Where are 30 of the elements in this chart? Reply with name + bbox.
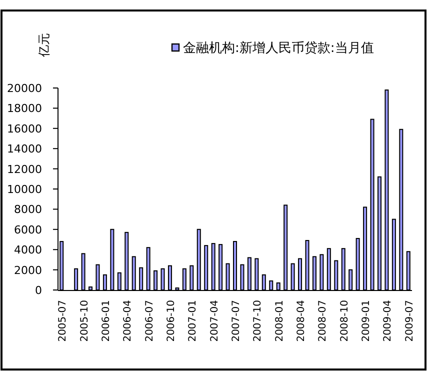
x-tick-label: 2007-07 [231, 300, 242, 342]
y-tick-label: 10000 [7, 183, 42, 196]
x-tick-label: 2006-01 [100, 300, 112, 342]
y-tick-label: 0 [35, 284, 42, 297]
y-tick-label: 4000 [14, 244, 42, 257]
y-tick-label: 16000 [7, 122, 42, 136]
x-tick-label: 2005-07 [58, 300, 69, 342]
y-tick-label: 20000 [7, 82, 42, 95]
x-tick-label: 2007-04 [209, 300, 220, 342]
y-tick-label: 2000 [14, 264, 42, 277]
x-tick-label: 2005-10 [79, 300, 90, 342]
x-tick-label: 2007-10 [252, 300, 264, 342]
y-tick-label: 6000 [14, 223, 42, 236]
x-tick-label: 2009-04 [382, 300, 394, 342]
y-tick-label: 14000 [7, 142, 42, 156]
x-tick-label: 2008-04 [296, 300, 308, 342]
x-tick-label: 2009-01 [361, 300, 372, 342]
y-tick-label: 12000 [7, 162, 42, 176]
x-tick-label: 2009-07 [404, 300, 416, 342]
x-tick-label: 2006-07 [144, 300, 156, 342]
y-tick-label: 18000 [7, 102, 42, 116]
x-tick-label: 2008-01 [274, 300, 286, 342]
x-tick-label: 2007-01 [188, 300, 199, 342]
y-tick-label: 8000 [14, 203, 42, 216]
x-tick-label: 2008-10 [339, 300, 350, 342]
x-tick-label: 2006-10 [166, 300, 177, 342]
y-axis-title: 亿元 [37, 33, 51, 58]
x-tick-label: 2006-04 [122, 300, 134, 342]
legend-label: 金融机构:新增人民币贷款:当月值 [183, 41, 374, 56]
x-tick-label: 2008-07 [318, 300, 329, 342]
